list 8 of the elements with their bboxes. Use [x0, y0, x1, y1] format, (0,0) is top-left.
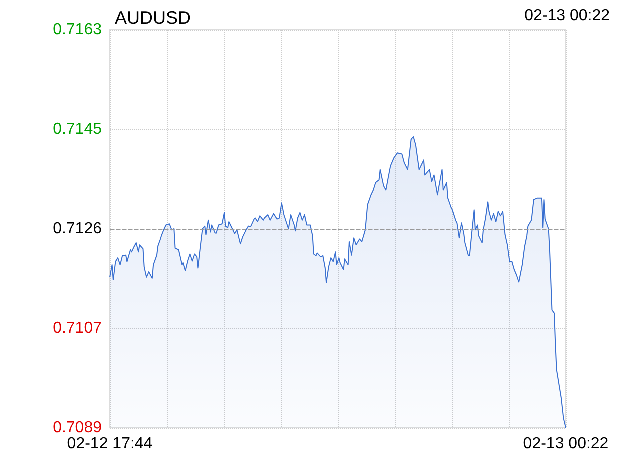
y-tick-label: 0.7126	[53, 220, 102, 238]
x-tick-label: 02-12 17:44	[67, 436, 153, 452]
chart-title: AUDUSD	[115, 8, 192, 28]
y-tick-label: 0.7163	[53, 22, 102, 38]
text: 02-13 00:22	[524, 8, 610, 24]
y-tick-label: 0.7089	[53, 420, 102, 436]
y-tick-label: 0.7145	[53, 121, 102, 138]
y-tick-label: 0.7107	[53, 320, 102, 337]
